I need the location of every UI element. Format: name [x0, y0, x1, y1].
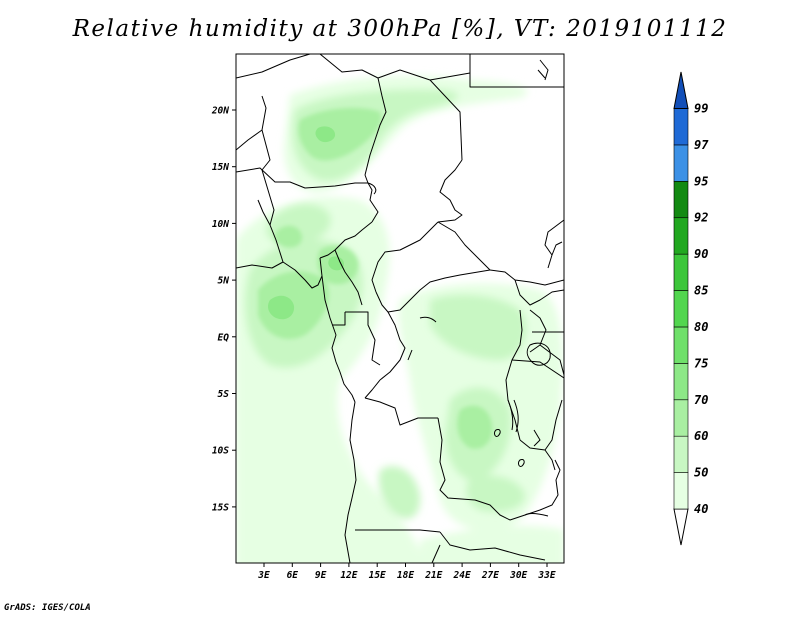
colorbar-label: 99 — [694, 102, 708, 116]
longitude-axis: 3E 6E 9E 12E 15E 18E 21E 24E 27E 30E 33E — [257, 563, 556, 581]
colorbar-label: 95 — [694, 174, 708, 188]
lat-tick-label: 20N — [211, 106, 229, 117]
colorbar-label: 85 — [694, 284, 708, 298]
lat-tick-label: EQ — [218, 332, 230, 343]
lon-tick-label: 21E — [424, 570, 442, 581]
lon-tick-label: 12E — [340, 570, 357, 581]
colorbar-box — [673, 435, 689, 473]
lat-tick-label: 10S — [212, 446, 229, 457]
colorbar-box — [673, 363, 689, 401]
lon-tick-label: 15E — [369, 570, 386, 581]
colorbar-label: 40 — [694, 502, 708, 516]
colorbar-label: 75 — [694, 356, 708, 370]
colorbar-label: 97 — [694, 138, 709, 152]
map-frame — [235, 53, 565, 564]
colorbar-label: 70 — [694, 393, 708, 407]
lon-tick-label: 3E — [257, 570, 270, 581]
colorbar-box — [673, 181, 689, 219]
colorbar-box — [673, 144, 689, 182]
grads-credit: GrADS: IGES/COLA — [4, 603, 91, 613]
lon-tick-label: 24E — [453, 570, 471, 581]
lat-tick-label: 15N — [212, 162, 229, 173]
lat-tick-label: 15S — [212, 502, 229, 513]
lon-tick-label: 9E — [315, 570, 327, 581]
lat-tick-label: 10N — [212, 219, 229, 230]
lon-tick-label: 33E — [537, 570, 555, 581]
lon-tick-label: 6E — [287, 570, 299, 581]
colorbar-upper-extension — [673, 71, 689, 109]
humidity-field — [236, 54, 564, 563]
lon-tick-label: 18E — [397, 570, 414, 581]
colorbar-label: 92 — [694, 211, 708, 225]
colorbar-label: 50 — [694, 466, 708, 480]
colorbar-box — [673, 472, 689, 510]
lon-tick-label: 27E — [481, 570, 499, 581]
colorbar-box — [673, 399, 689, 437]
colorbar-label: 90 — [694, 247, 708, 261]
colorbar-lower-extension — [673, 508, 689, 546]
colorbar-box — [673, 326, 689, 364]
country-borders — [236, 54, 564, 563]
lat-tick-label: 5S — [218, 389, 230, 400]
colorbar-box — [673, 290, 689, 328]
colorbar-box — [673, 253, 689, 291]
humidity-70-region — [268, 126, 344, 320]
colorbar-box — [673, 108, 689, 146]
colorbar-label: 60 — [694, 429, 708, 443]
lon-tick-label: 30E — [509, 570, 527, 581]
latitude-axis: 20N 15N 10N 5N EQ 5S 10S 15S — [211, 106, 236, 513]
lat-tick-label: 5N — [218, 276, 230, 287]
colorbar-label: 80 — [694, 320, 708, 334]
colorbar-box — [673, 217, 689, 255]
map-title: Relative humidity at 300hPa [%], VT: 201… — [72, 16, 728, 42]
colorbar: 40 50 60 70 75 80 85 90 92 95 97 99 — [673, 71, 709, 546]
